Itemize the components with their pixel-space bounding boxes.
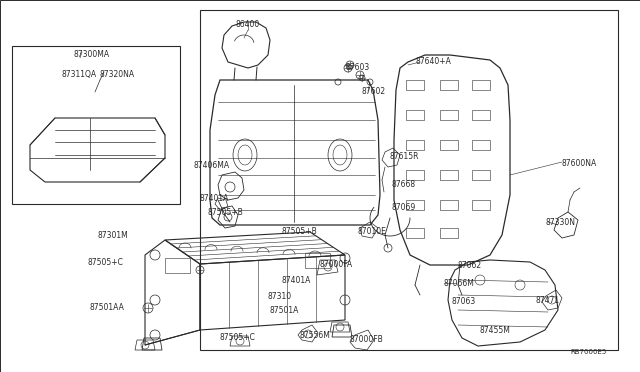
Text: 87471: 87471 — [536, 296, 560, 305]
Text: 87310: 87310 — [268, 292, 292, 301]
Text: 87505+C: 87505+C — [220, 333, 256, 342]
Text: 87301M: 87301M — [98, 231, 129, 240]
Text: 87069: 87069 — [392, 203, 416, 212]
Text: 87600NA: 87600NA — [562, 159, 597, 168]
Text: 87000FA: 87000FA — [320, 260, 353, 269]
Bar — [200, 10, 618, 350]
Text: 87501AA: 87501AA — [90, 303, 125, 312]
Bar — [406, 80, 424, 90]
Bar — [12, 46, 180, 204]
Bar — [472, 80, 490, 90]
Text: 87010E: 87010E — [358, 227, 387, 236]
Text: 87668: 87668 — [392, 180, 416, 189]
Text: 87615R: 87615R — [390, 152, 419, 161]
Text: 87455M: 87455M — [480, 326, 511, 335]
Text: 87062: 87062 — [458, 261, 482, 270]
Text: 87320NA: 87320NA — [100, 70, 135, 79]
Text: 87311QA: 87311QA — [62, 70, 97, 79]
Text: 87063: 87063 — [452, 297, 476, 306]
Text: 87401A: 87401A — [282, 276, 312, 285]
Text: 87505+B: 87505+B — [208, 208, 244, 217]
Bar — [406, 110, 424, 120]
Bar — [406, 140, 424, 150]
Bar — [406, 228, 424, 238]
Bar — [440, 228, 458, 238]
Text: 87556M: 87556M — [300, 331, 331, 340]
Bar — [440, 140, 458, 150]
Bar — [406, 170, 424, 180]
Text: 87406MA: 87406MA — [193, 161, 229, 170]
Text: RB7000E5: RB7000E5 — [570, 349, 606, 355]
Text: 87602: 87602 — [362, 87, 386, 96]
Bar — [305, 253, 330, 268]
Text: 87505+B: 87505+B — [282, 227, 317, 236]
Bar — [472, 200, 490, 210]
Bar — [472, 140, 490, 150]
Text: 87501A: 87501A — [270, 306, 300, 315]
Bar — [440, 80, 458, 90]
Bar — [406, 200, 424, 210]
Text: 87505+C: 87505+C — [88, 258, 124, 267]
Bar — [165, 258, 190, 273]
Bar — [440, 110, 458, 120]
Text: 87640+A: 87640+A — [415, 57, 451, 66]
Text: 87000FB: 87000FB — [350, 335, 384, 344]
Text: 86400: 86400 — [236, 20, 260, 29]
Text: 87330N: 87330N — [546, 218, 576, 227]
Text: 87603: 87603 — [345, 63, 369, 72]
Bar — [472, 110, 490, 120]
Bar — [472, 170, 490, 180]
Bar — [440, 170, 458, 180]
Text: 87401A: 87401A — [200, 194, 229, 203]
Bar — [440, 200, 458, 210]
Text: 87066M: 87066M — [443, 279, 474, 288]
Text: 87300MA: 87300MA — [74, 50, 110, 59]
